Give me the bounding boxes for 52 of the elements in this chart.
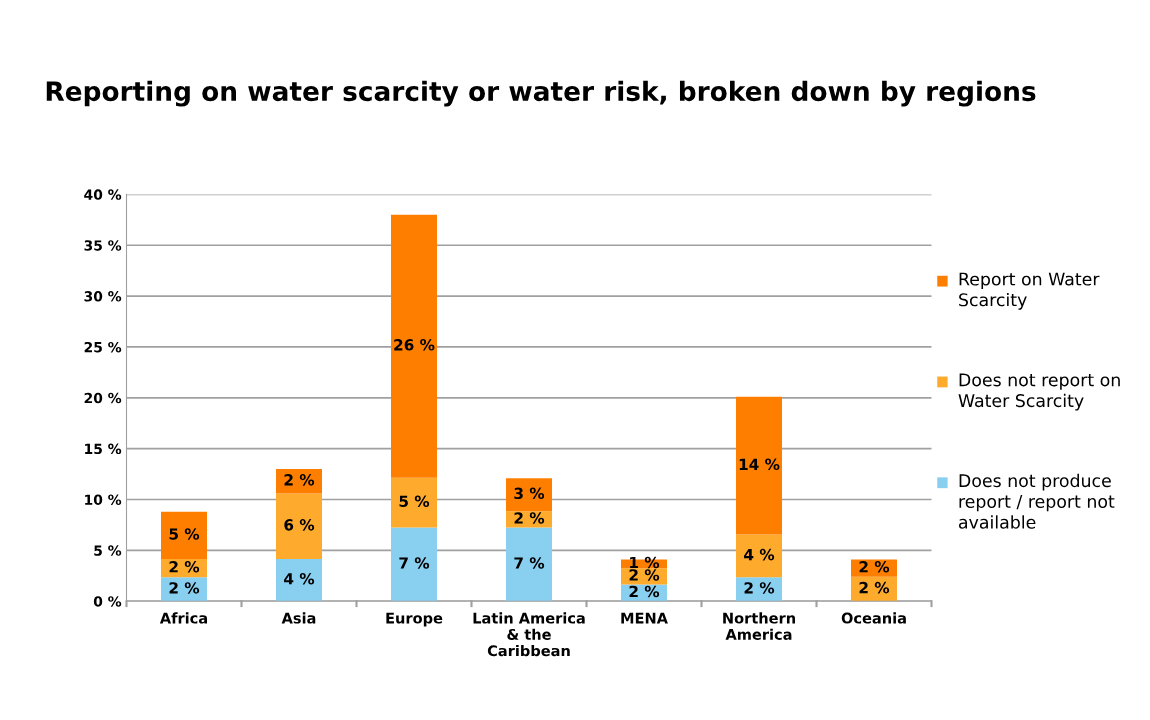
data-label: 2 % bbox=[859, 561, 890, 573]
bar bbox=[736, 534, 782, 578]
y-tick-label: 35 % bbox=[84, 240, 122, 251]
bar bbox=[161, 511, 207, 559]
data-label: 4 % bbox=[284, 572, 315, 585]
y-tick-label: 15 % bbox=[85, 443, 122, 455]
y-tick-label: 0 % bbox=[93, 596, 122, 607]
data-label: 2 % bbox=[859, 581, 890, 594]
bar bbox=[391, 214, 437, 478]
y-tick-label: 30 % bbox=[84, 291, 122, 302]
x-tick-label: Asia bbox=[281, 612, 316, 624]
x-tick-label: Europe bbox=[386, 612, 443, 627]
bar bbox=[391, 527, 437, 602]
data-label: 2 % bbox=[744, 582, 775, 594]
y-tick-label: 10 % bbox=[85, 494, 122, 505]
data-label: 2 % bbox=[514, 512, 545, 524]
data-label: 3 % bbox=[514, 487, 545, 500]
y-tick-label: 5 % bbox=[94, 545, 122, 556]
data-label: 7 % bbox=[514, 557, 545, 569]
data-label: 4 % bbox=[744, 548, 775, 561]
x-tick-label: Africa bbox=[159, 612, 208, 624]
bar bbox=[276, 493, 322, 559]
bar bbox=[736, 396, 782, 535]
bar bbox=[736, 577, 782, 602]
data-label: 2 % bbox=[629, 569, 660, 581]
x-tick-label: Northern America bbox=[723, 612, 795, 640]
data-label: 26 % bbox=[394, 339, 435, 351]
data-label: 14 % bbox=[739, 458, 780, 471]
data-label: 2 % bbox=[169, 561, 200, 573]
chart-title: Reporting on water scarcity or water risk, broken down by regions bbox=[46, 80, 1036, 107]
data-label: 5 % bbox=[399, 495, 430, 507]
y-tick-label: 25 % bbox=[84, 341, 122, 353]
bar bbox=[506, 527, 552, 602]
x-tick-label: Latin America & the Caribbean bbox=[473, 612, 585, 657]
data-label: 5 % bbox=[169, 528, 200, 540]
data-label: 2 % bbox=[629, 585, 660, 598]
data-label: 2 % bbox=[169, 582, 200, 594]
y-tick-label: 40 % bbox=[84, 189, 122, 200]
data-label: 6 % bbox=[284, 519, 315, 531]
legend-label: Does not produce report / report not available bbox=[958, 473, 1115, 529]
bar bbox=[161, 577, 207, 602]
legend-label: Report on Water Scarcity bbox=[959, 272, 1100, 310]
bar bbox=[506, 478, 552, 512]
bar bbox=[276, 558, 322, 602]
x-tick-label: Oceania bbox=[841, 612, 906, 624]
data-label: 1 % bbox=[630, 556, 660, 569]
bar bbox=[391, 477, 437, 528]
legend-label: Does not report on Water Scarcity bbox=[958, 373, 1120, 411]
x-tick-label: MENA bbox=[621, 612, 668, 624]
y-tick-label: 20 % bbox=[84, 392, 122, 404]
data-label: 2 % bbox=[284, 474, 315, 486]
data-label: 7 % bbox=[399, 557, 430, 569]
